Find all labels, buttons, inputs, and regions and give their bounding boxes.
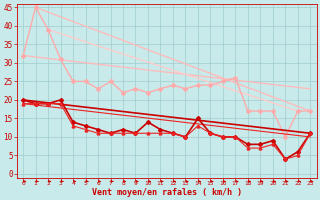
X-axis label: Vent moyen/en rafales ( km/h ): Vent moyen/en rafales ( km/h )	[92, 188, 242, 197]
